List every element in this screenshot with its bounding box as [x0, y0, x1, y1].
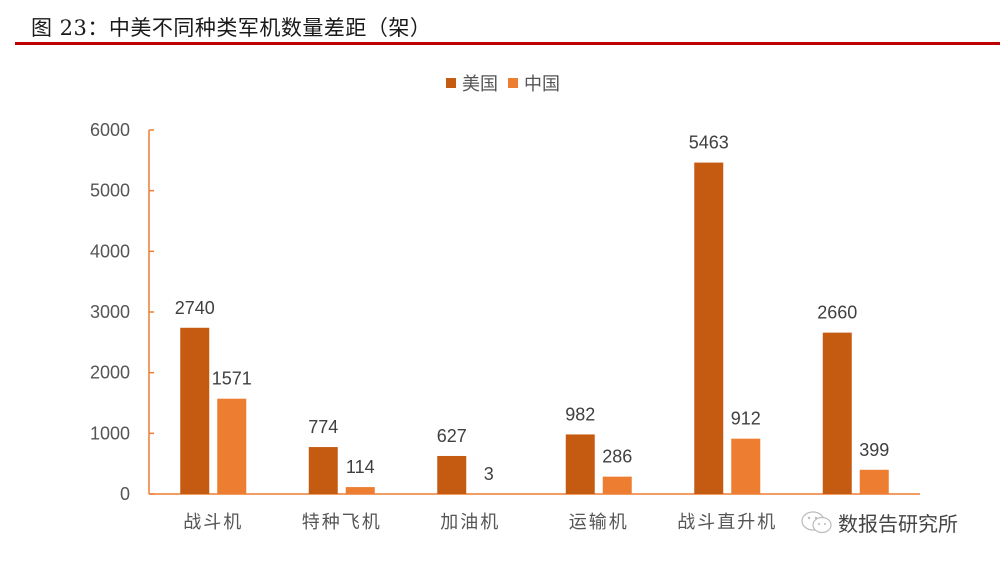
legend-label-china: 中国: [524, 74, 560, 95]
bar: [565, 434, 595, 494]
bar-value-label: 2660: [817, 303, 857, 323]
y-tick-label: 4000: [90, 241, 130, 261]
figure-title: 图 23：中美不同种类军机数量差距（架）: [31, 16, 432, 40]
watermark-text: 数报告研究所: [838, 512, 958, 536]
legend-item-usa: 美国: [446, 70, 498, 96]
bar: [180, 327, 210, 494]
bar: [217, 398, 247, 494]
bar: [602, 476, 632, 494]
bar-value-label: 286: [602, 447, 632, 467]
title-divider: [15, 42, 1000, 45]
y-tick-label: 0: [120, 484, 130, 504]
y-tick-label: 1000: [90, 423, 130, 443]
x-category-label: 特种飞机: [302, 512, 382, 533]
y-tick-label: 2000: [90, 363, 130, 383]
legend-swatch-usa: [446, 78, 456, 88]
bar-value-label: 1571: [212, 369, 252, 389]
bar: [731, 438, 761, 494]
y-tick-label: 5000: [90, 181, 130, 201]
bar: [859, 469, 889, 494]
bar: [345, 487, 375, 494]
wechat-icon: [801, 510, 832, 533]
bar: [694, 162, 724, 494]
bar-value-label: 2740: [175, 298, 215, 318]
x-category-label: 战斗机: [183, 512, 243, 533]
y-tick-label: 6000: [90, 120, 130, 140]
bar-value-label: 114: [346, 457, 375, 477]
bar: [308, 447, 338, 494]
watermark: 数报告研究所: [800, 508, 958, 537]
chart-legend: 美国 中国: [446, 70, 560, 96]
bar-value-label: 627: [437, 426, 467, 446]
legend-label-usa: 美国: [462, 74, 498, 95]
x-category-label: 加油机: [440, 512, 500, 533]
bar-value-label: 774: [308, 417, 338, 437]
bar-value-label: 982: [565, 404, 595, 424]
x-category-label: 战斗直升机: [677, 512, 777, 533]
legend-item-china: 中国: [508, 70, 560, 96]
x-category-label: 运输机: [569, 512, 629, 533]
legend-swatch-china: [508, 78, 518, 88]
y-tick-label: 3000: [90, 302, 130, 322]
bar: [437, 455, 467, 494]
bar-value-label: 399: [859, 440, 889, 460]
bar: [822, 332, 852, 494]
bar-value-label: 912: [731, 409, 761, 429]
bar-value-label: 5463: [689, 133, 729, 153]
bar-value-label: 3: [484, 464, 494, 484]
